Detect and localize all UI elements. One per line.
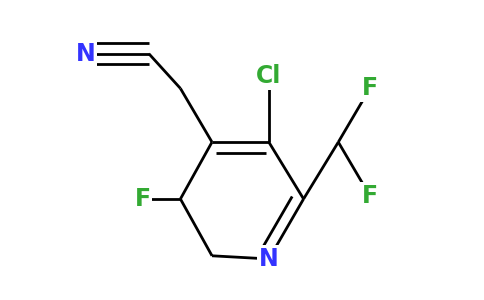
- Text: N: N: [76, 42, 95, 66]
- Text: Cl: Cl: [256, 64, 282, 88]
- Text: F: F: [362, 184, 378, 208]
- Text: F: F: [135, 187, 151, 211]
- Text: N: N: [259, 247, 279, 271]
- Text: F: F: [362, 76, 378, 100]
